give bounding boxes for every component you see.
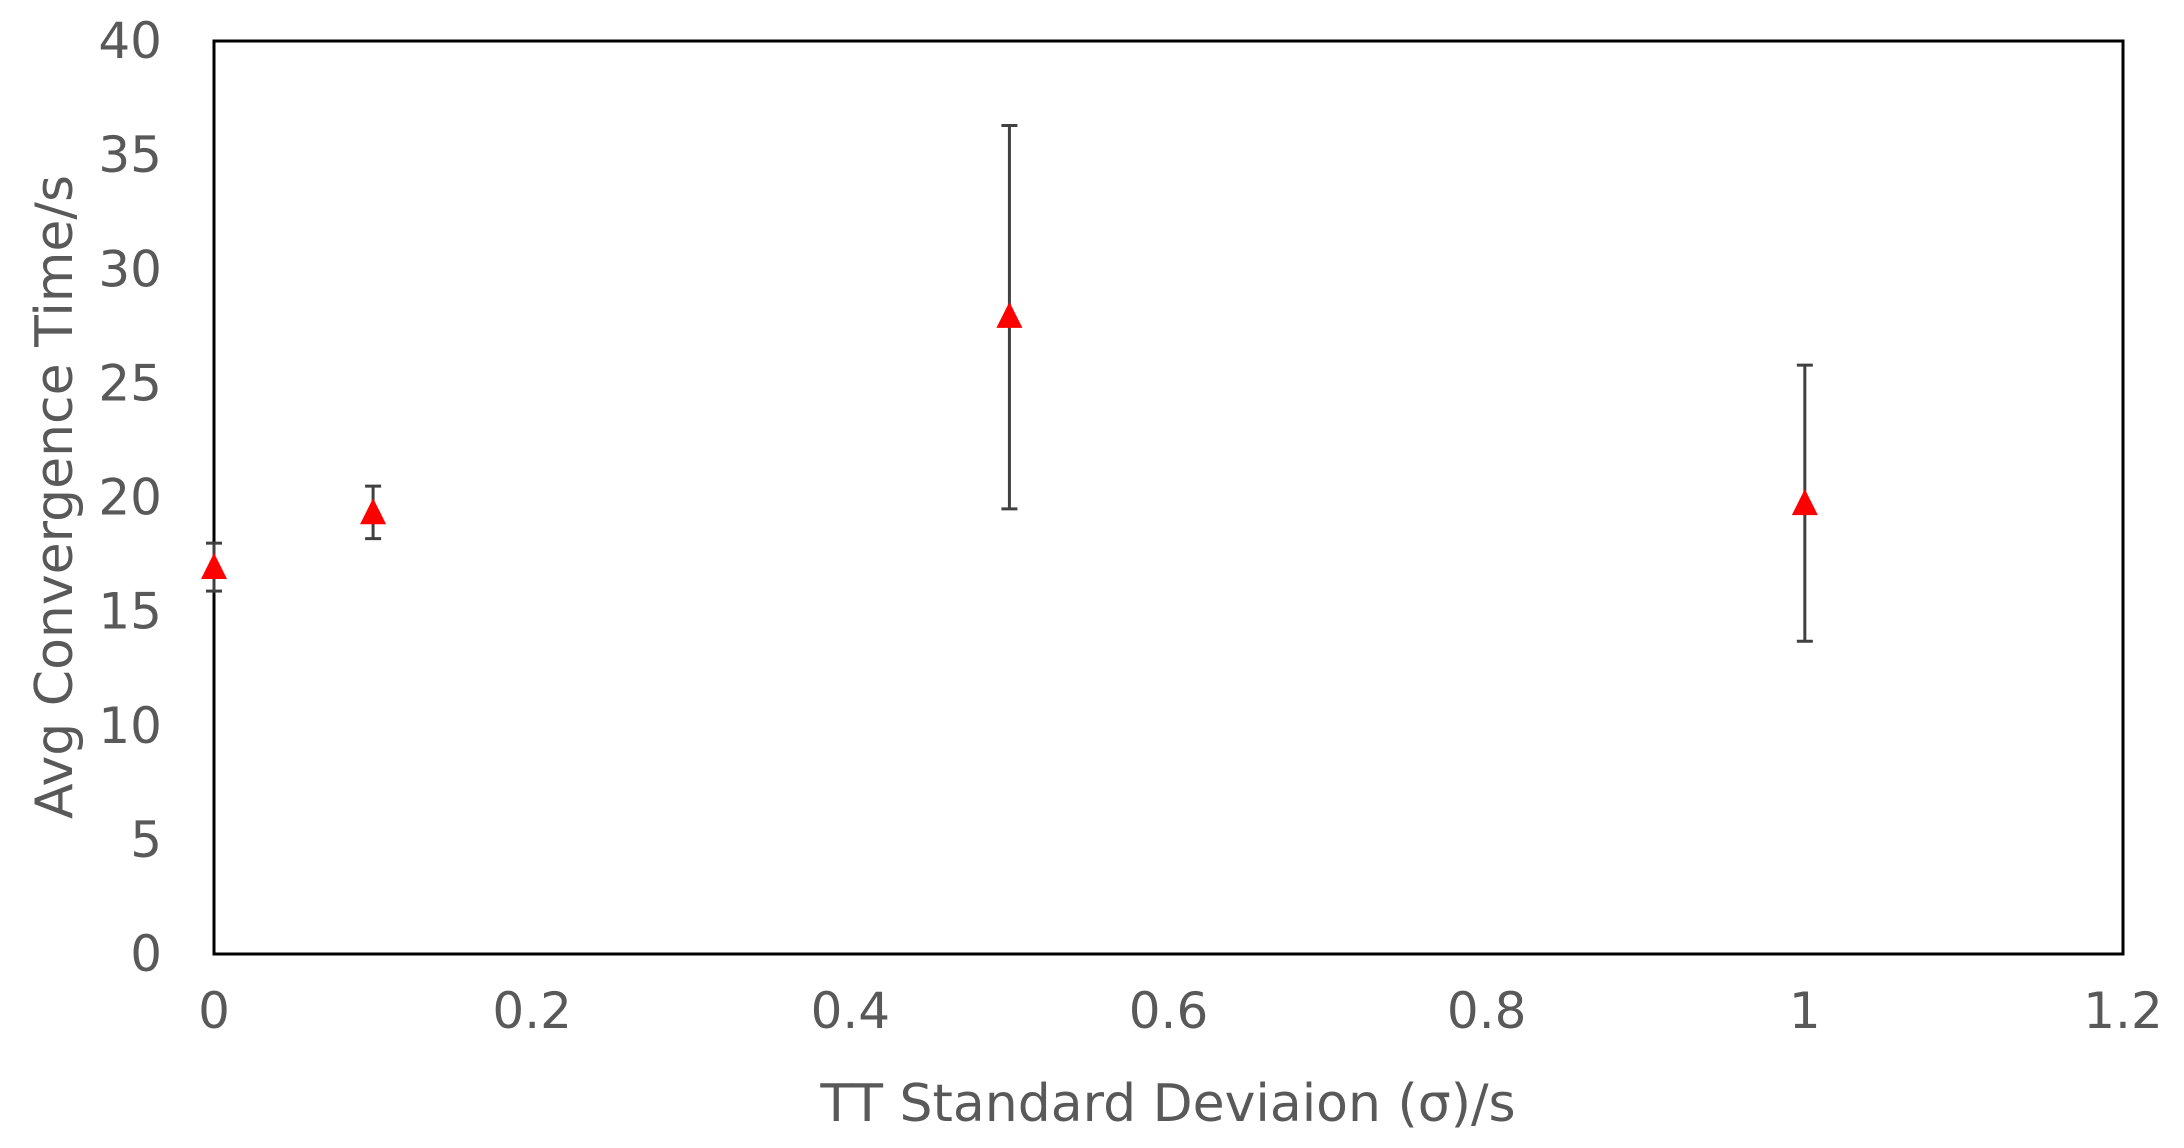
y-tick-label: 15 <box>98 583 162 641</box>
x-tick-label: 1 <box>1789 982 1821 1040</box>
y-tick-label: 35 <box>98 126 162 184</box>
y-axis-title: Avg Convergence Time/s <box>25 175 85 819</box>
y-tick-label: 25 <box>98 354 162 412</box>
x-tick-label: 1.2 <box>2083 982 2163 1040</box>
x-axis-title: TT Standard Deviaion (σ)/s <box>819 1074 1515 1134</box>
data-point-triangle <box>201 552 227 579</box>
x-tick-label: 0.2 <box>492 982 572 1040</box>
y-tick-label: 10 <box>98 697 162 755</box>
data-point-triangle <box>360 498 387 525</box>
data-point-triangle <box>996 301 1023 328</box>
data-point-triangle <box>1791 489 1818 516</box>
y-tick-label: 30 <box>98 240 162 298</box>
plot-area <box>212 39 2125 956</box>
y-axis-tick-labels: 0 5 10 15 20 25 30 35 40 <box>98 12 162 983</box>
y-tick-label: 0 <box>130 925 162 983</box>
x-tick-label: 0 <box>198 982 230 1040</box>
x-tick-label: 0.4 <box>811 982 891 1040</box>
y-tick-label: 20 <box>98 469 162 527</box>
x-axis-tick-labels: 0 0.2 0.4 0.6 0.8 1 1.2 <box>198 982 2163 1040</box>
x-tick-label: 0.8 <box>1447 982 1527 1040</box>
data-markers <box>201 301 1818 579</box>
y-tick-label: 5 <box>130 811 162 869</box>
y-tick-label: 40 <box>98 12 162 70</box>
x-tick-label: 0.6 <box>1129 982 1209 1040</box>
